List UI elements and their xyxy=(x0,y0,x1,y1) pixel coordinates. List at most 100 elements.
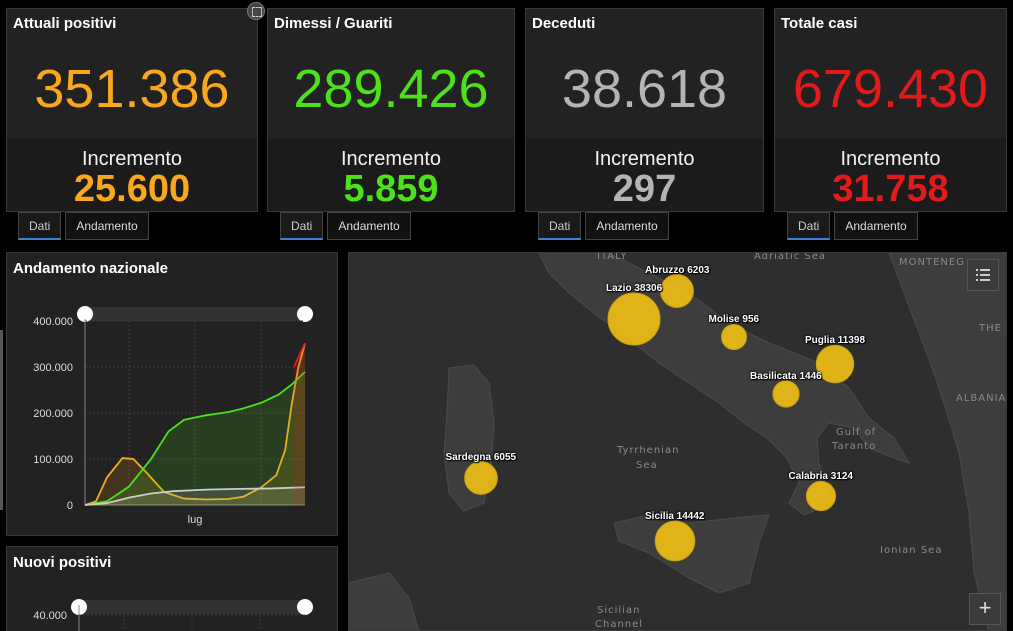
region-bubble[interactable] xyxy=(607,292,661,346)
card-increment-section: Incremento 297 xyxy=(526,138,763,211)
region-label: Sardegna 6055 xyxy=(445,451,517,463)
x-tick-label: lug xyxy=(188,514,203,526)
range-slider-track xyxy=(85,307,305,321)
label-montenegro: MONTENEG xyxy=(899,257,965,268)
increment-label: Incremento xyxy=(340,148,442,170)
label-albania: ALBANIA xyxy=(956,393,1007,404)
card-totale-casi: Totale casi 679.430 Incremento 31.758 xyxy=(774,8,1007,212)
y-tick-label: 40.000 xyxy=(33,610,67,622)
panel-title: Nuovi positivi xyxy=(13,554,112,571)
region-label: Basilicata 1446 xyxy=(750,370,822,382)
trend-chart: 0 100.000 200.000 300.000 400.000 lug xyxy=(33,306,313,526)
region-bubble[interactable] xyxy=(772,380,800,408)
tab-andamento[interactable]: Andamento xyxy=(327,212,411,240)
card-title: Attuali positivi xyxy=(13,15,117,32)
label-sea: Sea xyxy=(636,460,658,471)
increment-value: 25.600 xyxy=(73,168,191,210)
land-balkans xyxy=(888,253,1006,630)
panel-nuovi-positivi: Nuovi positivi 40.000 xyxy=(6,546,338,631)
card-attuali-positivi: Attuali positivi 351.386 Incremento 25.6… xyxy=(6,8,258,212)
region-bubble[interactable] xyxy=(660,274,694,308)
expand-icon[interactable] xyxy=(247,2,265,20)
tab-dati[interactable]: Dati xyxy=(280,212,324,240)
panel-andamento-nazionale: Andamento nazionale 0 100.000 200.000 300.0… xyxy=(6,252,338,536)
region-label: Calabria 3124 xyxy=(788,471,854,483)
tabs-deceduti: Dati Andamento xyxy=(538,212,673,240)
card-increment-section: Incremento 31.758 xyxy=(775,138,1006,211)
series-area-2 xyxy=(85,487,305,505)
increment-value: 5.859 xyxy=(343,168,439,210)
card-value: 351.386 xyxy=(34,59,230,119)
card-dimessi-guariti: Dimessi / Guariti 289.426 Incremento 5.8… xyxy=(267,8,515,212)
series-line-0 xyxy=(84,343,306,506)
label-ionian-sea: Ionian Sea xyxy=(880,545,943,556)
label-adriatic-sea: Adriatic Sea xyxy=(754,252,827,262)
new-positives-chart: 40.000 xyxy=(33,599,313,631)
tab-dati[interactable]: Dati xyxy=(787,212,831,240)
label-italy: ITALY xyxy=(597,252,628,262)
land-sicily xyxy=(613,514,770,594)
tab-andamento[interactable]: Andamento xyxy=(834,212,918,240)
increment-label: Incremento xyxy=(840,148,941,170)
increment-value: 297 xyxy=(612,168,677,210)
card-increment-section: Incremento 25.600 xyxy=(7,138,257,211)
tab-andamento[interactable]: Andamento xyxy=(65,212,149,240)
range-handle-right[interactable] xyxy=(297,306,313,322)
series-line-2 xyxy=(84,486,306,506)
label-sicilian: Sicilian xyxy=(597,605,641,616)
legend-button[interactable] xyxy=(967,259,999,291)
card-title: Deceduti xyxy=(532,15,596,32)
series-area-3 xyxy=(294,343,305,505)
region-bubble[interactable] xyxy=(805,480,837,512)
tab-dati[interactable]: Dati xyxy=(18,212,62,240)
increment-label: Incremento xyxy=(594,148,695,170)
card-title: Totale casi xyxy=(781,15,858,32)
range-handle-right[interactable] xyxy=(297,599,313,615)
region-label: Puglia 11398 xyxy=(805,335,866,347)
zoom-in-button[interactable]: + xyxy=(969,593,1001,625)
range-handle-left[interactable] xyxy=(77,306,93,322)
label-gulf-of: Gulf of xyxy=(836,427,877,438)
y-tick-label: 100.000 xyxy=(33,454,73,466)
card-title: Dimessi / Guariti xyxy=(274,15,393,32)
tab-dati[interactable]: Dati xyxy=(538,212,582,240)
region-bubbles xyxy=(464,274,855,562)
region-label: Molise 956 xyxy=(708,314,760,326)
panel-title: Andamento nazionale xyxy=(13,260,169,277)
range-slider-track xyxy=(79,600,305,614)
series-line-1 xyxy=(84,371,306,506)
region-label: Abruzzo 6203 xyxy=(645,264,710,276)
card-increment-section: Incremento 5.859 xyxy=(268,138,514,211)
region-bubble[interactable] xyxy=(464,461,498,495)
scroll-edge xyxy=(0,330,3,510)
series-line-3 xyxy=(293,342,306,368)
label-taranto: Taranto xyxy=(832,441,877,452)
tabs-dimessi: Dati Andamento xyxy=(280,212,415,240)
tabs-totale: Dati Andamento xyxy=(787,212,922,240)
y-tick-label: 300.000 xyxy=(33,362,73,374)
card-value: 679.430 xyxy=(792,59,989,119)
label-channel: Channel xyxy=(595,619,644,630)
list-icon xyxy=(976,269,990,281)
y-tick-label: 200.000 xyxy=(33,408,73,420)
card-deceduti: Deceduti 38.618 Incremento 297 xyxy=(525,8,764,212)
card-value: 38.618 xyxy=(561,59,728,119)
label-tyrrhenian: Tyrrhenian xyxy=(617,445,680,456)
increment-label: Incremento xyxy=(81,148,183,170)
land-tunisia xyxy=(349,572,419,630)
tabs-attuali: Dati Andamento xyxy=(18,212,153,240)
y-tick-label: 400.000 xyxy=(33,316,73,328)
regions-map[interactable]: ITALY Adriatic Sea MONTENEG THE ALBANIA … xyxy=(348,252,1007,631)
region-bubble[interactable] xyxy=(654,520,696,562)
region-bubble[interactable] xyxy=(815,344,855,384)
region-bubble[interactable] xyxy=(720,323,748,351)
card-value: 289.426 xyxy=(293,59,489,119)
region-label: Lazio 38306 xyxy=(606,283,663,294)
y-tick-label: 0 xyxy=(67,500,73,512)
increment-value: 31.758 xyxy=(832,168,949,210)
tab-andamento[interactable]: Andamento xyxy=(585,212,669,240)
series-area-1 xyxy=(85,371,305,505)
region-label: Sicilia 14442 xyxy=(645,511,705,523)
map-land xyxy=(349,253,1006,630)
label-the: THE xyxy=(979,323,1002,334)
